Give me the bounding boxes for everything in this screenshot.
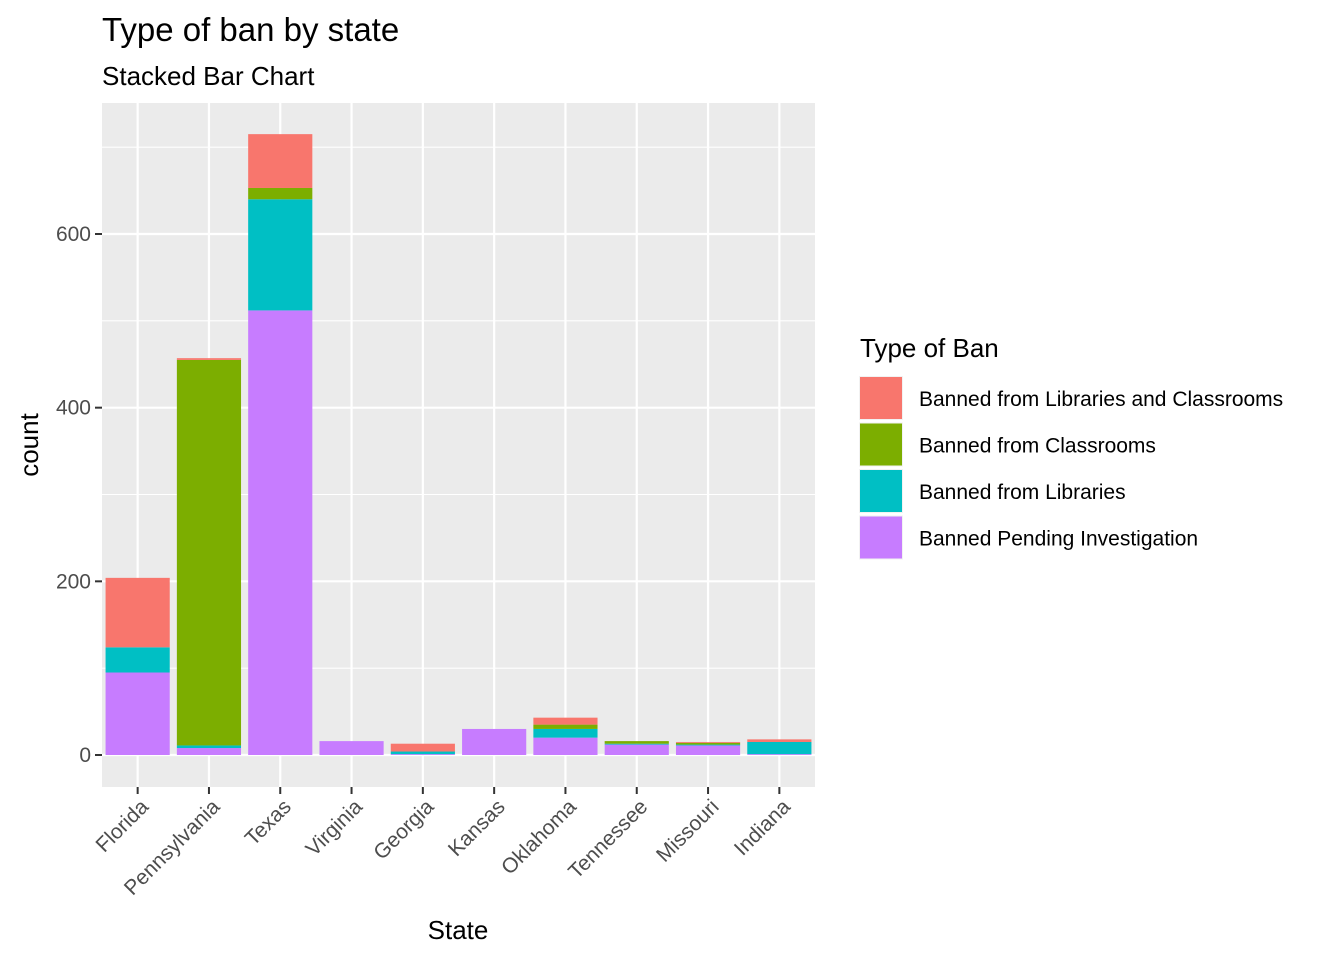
legend-swatch — [860, 423, 902, 466]
legend-item-banned-from-libraries: Banned from Libraries — [859, 469, 1126, 513]
legend-label: Banned Pending Investigation — [919, 528, 1198, 551]
x-tick-label-indiana: Indiana — [730, 795, 795, 860]
bar-pennsylvania-banned-from-classrooms — [176, 359, 242, 746]
bar-georgia-banned-pending-investigation — [390, 754, 455, 755]
legend-swatch — [860, 377, 902, 419]
bar-tennessee-banned-from-classrooms — [604, 741, 669, 744]
x-tick-label-texas: Texas — [241, 795, 296, 850]
y-tick-label: 200 — [56, 570, 91, 593]
bar-pennsylvania-banned-from-libraries-and-classrooms — [176, 358, 242, 360]
y-tick-label: 400 — [56, 397, 91, 420]
bar-texas-banned-from-libraries-and-classrooms — [248, 134, 313, 188]
bar-oklahoma-banned-from-classrooms — [533, 724, 598, 729]
bars — [105, 134, 812, 755]
x-tick-label-georgia: Georgia — [369, 795, 438, 864]
bar-tennessee-banned-pending-investigation — [604, 744, 669, 755]
bar-missouri-banned-pending-investigation — [675, 745, 741, 755]
legend-label: Banned from Libraries and Classrooms — [919, 388, 1283, 411]
bar-oklahoma-banned-pending-investigation — [533, 737, 598, 755]
bar-oklahoma-banned-from-libraries-and-classrooms — [533, 717, 598, 725]
legend-item-banned-from-classrooms: Banned from Classrooms — [859, 422, 1156, 467]
legend-swatch — [860, 516, 902, 559]
bar-florida-banned-from-libraries-and-classrooms — [105, 577, 170, 648]
legend: Type of Ban Banned from Libraries and Cl… — [859, 333, 1283, 560]
chart-subtitle: Stacked Bar Chart — [102, 61, 315, 91]
y-axis: 0 200 400 600 — [56, 223, 102, 767]
bar-indiana-banned-from-libraries — [747, 741, 812, 755]
bar-florida-banned-from-libraries — [105, 647, 170, 673]
bar-virginia-banned-pending-investigation — [319, 741, 384, 755]
legend-swatch — [860, 470, 902, 512]
y-tick-label: 600 — [56, 223, 91, 246]
bar-oklahoma-banned-from-libraries — [533, 728, 598, 738]
chart-title: Type of ban by state — [102, 11, 399, 48]
bar-indiana-banned-from-libraries-and-classrooms — [747, 739, 812, 742]
bar-kansas-banned-pending-investigation — [462, 728, 527, 755]
bar-georgia-banned-from-libraries-and-classrooms — [390, 743, 455, 752]
x-tick-label-virginia: Virginia — [302, 795, 368, 861]
bar-missouri-banned-from-libraries — [675, 744, 741, 746]
bar-missouri-banned-from-classrooms — [675, 742, 741, 745]
x-tick-label-florida: Florida — [92, 795, 154, 857]
bar-texas-banned-from-classrooms — [248, 187, 313, 200]
bar-texas-banned-pending-investigation — [248, 310, 313, 755]
x-tick-label-missouri: Missouri — [652, 795, 724, 867]
bar-pennsylvania-banned-from-libraries — [176, 745, 242, 749]
legend-item-banned-pending-investigation: Banned Pending Investigation — [859, 515, 1198, 560]
bar-texas-banned-from-libraries — [248, 199, 313, 311]
legend-item-banned-from-libraries-and-classrooms: Banned from Libraries and Classrooms — [859, 376, 1283, 420]
legend-title: Type of Ban — [860, 333, 999, 363]
x-axis-title: State — [428, 915, 489, 945]
bar-pennsylvania-banned-pending-investigation — [176, 748, 242, 755]
legend-label: Banned from Classrooms — [919, 435, 1156, 458]
y-tick-label: 0 — [79, 744, 91, 767]
bar-tennessee-banned-from-libraries — [604, 743, 669, 745]
legend-label: Banned from Libraries — [919, 481, 1126, 504]
y-axis-title: count — [14, 412, 44, 476]
bar-florida-banned-pending-investigation — [105, 672, 170, 755]
bar-missouri-banned-from-libraries-and-classrooms — [675, 741, 741, 743]
x-tick-label-kansas: Kansas — [444, 795, 510, 861]
bar-georgia-banned-from-libraries — [390, 751, 455, 755]
bar-indiana-banned-pending-investigation — [747, 754, 812, 755]
